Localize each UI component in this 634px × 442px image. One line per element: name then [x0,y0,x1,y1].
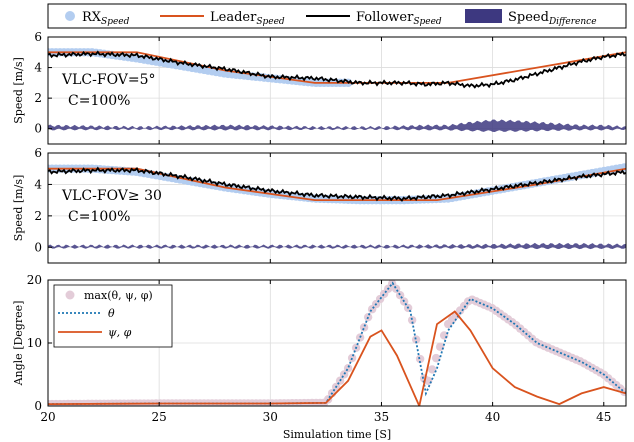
x-tick-label: 30 [263,410,278,424]
legend-difference-swatch [465,9,502,23]
y-tick-label: 10 [27,336,42,350]
legend-entry-label: max(θ, ψ, φ) [84,289,153,302]
speed-panel-fov5: 0 2 4 6 Speed [m/s] VLC-FOV=5° C=100% [12,30,627,145]
top-legend: RXSpeed LeaderSpeed FollowerSpeed SpeedD… [47,3,627,29]
y-axis-label: Angle [Degree] [12,301,25,387]
speed-panel-fov30: 0 2 4 6 Speed [m/s] VLC-FOV≥ 30 C=100% [12,146,627,264]
series-max--point [407,315,417,325]
panel-annotation: C=100% [68,93,130,109]
y-tick-label: 6 [34,146,42,160]
series-speed-difference-area [48,242,626,250]
series-max--point [411,335,421,344]
series-max--point [343,364,353,373]
series-follower-speed-line [48,50,626,89]
x-tick-label: 40 [485,410,500,424]
panel-annotation: VLC-FOV=5° [61,72,156,88]
series-follower-speed-line [48,166,626,202]
legend-entry-label: ψ, φ [108,326,132,339]
y-axis-label: Speed [m/s] [12,57,25,124]
angle-legend: max(θ, ψ, φ) θ ψ, φ [53,284,173,348]
y-tick-label: 4 [34,61,42,75]
series-max--point [347,353,357,363]
y-tick-label: 0 [34,399,42,413]
series-max--point [355,333,365,342]
series-max--point [427,365,437,374]
legend-rx-marker [65,11,75,21]
legend-follower-label: FollowerSpeed [356,10,442,27]
x-tick-label: 25 [152,410,167,424]
series-max--point [435,342,445,351]
y-tick-label: 2 [34,209,42,223]
y-axis-label: Speed [m/s] [12,175,25,242]
series-max--point [359,323,369,332]
y-tick-label: 0 [34,122,42,136]
legend-difference-label: SpeedDifference [508,10,597,27]
x-tick-label: 45 [596,410,611,424]
series-max--point [415,354,425,364]
plot-frame [47,36,627,145]
y-tick-label: 4 [34,177,42,191]
y-tick-label: 20 [27,273,42,287]
series-max--point [431,353,441,363]
y-tick-label: 0 [34,240,42,254]
angle-panel: 20 25 30 35 40 45 0 10 20 Angle [Degree] Simulatio… [12,273,627,441]
x-tick-label: 20 [40,410,55,424]
plot-area [48,163,626,250]
panel-annotation: VLC-FOV≥ 30 [61,188,162,204]
legend-leader-label: LeaderSpeed [210,10,285,27]
series-speed-difference-area [48,119,626,132]
y-tick-label: 6 [34,30,42,44]
plot-area [48,280,626,406]
y-tick-label: 2 [34,91,42,105]
legend-marker [65,290,75,300]
plot-area [48,48,626,132]
x-axis-label: Simulation time [S] [283,428,391,441]
plot-frame [47,152,627,264]
legend-rx-label: RXSpeed [82,10,130,27]
series---line [48,310,626,406]
legend-entry-label: θ [108,307,115,320]
x-tick-label: 35 [374,410,389,424]
panel-annotation: C=100% [68,209,130,225]
